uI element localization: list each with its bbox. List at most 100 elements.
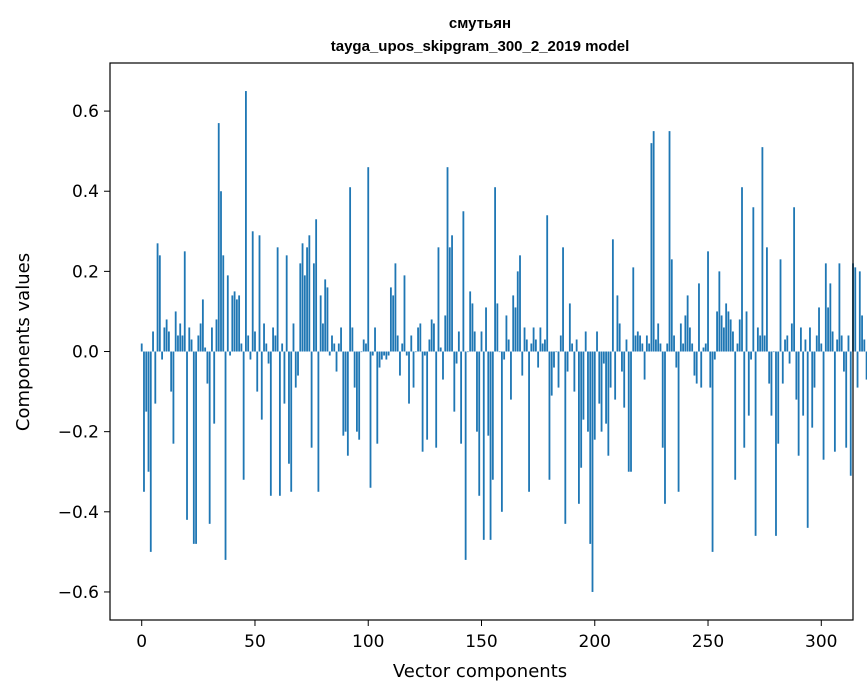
bar-282: [779, 259, 782, 352]
x-tick-label: 150: [465, 632, 497, 652]
bar-46: [245, 91, 247, 352]
bar-302: [824, 263, 827, 352]
bar-175: [537, 351, 540, 368]
bar-225: [650, 143, 653, 352]
bar-94: [353, 351, 356, 388]
bar-155: [491, 351, 494, 480]
bar-306: [833, 351, 836, 452]
bar-318: [861, 315, 863, 352]
bar-132: [439, 347, 442, 352]
bar-146: [471, 303, 474, 352]
bar-160: [503, 351, 506, 360]
bar-53: [260, 351, 263, 420]
bar-319: [863, 339, 866, 352]
bar-242: [688, 327, 691, 352]
bar-5: [152, 331, 154, 352]
bar-298: [815, 335, 818, 352]
bar-116: [403, 275, 406, 352]
bar-217: [632, 267, 635, 352]
bar-171: [528, 351, 530, 492]
bar-164: [512, 295, 515, 352]
bar-198: [589, 351, 592, 544]
bar-256: [720, 315, 723, 352]
bar-139: [455, 351, 458, 364]
bar-34: [217, 123, 220, 352]
bar-0: [140, 343, 143, 352]
y-tick-label: 0.0: [72, 343, 99, 363]
bar-231: [664, 351, 666, 504]
bar-312: [847, 335, 850, 352]
bar-145: [469, 291, 472, 352]
bar-168: [521, 351, 524, 376]
bar-201: [596, 331, 598, 352]
bar-272: [756, 327, 759, 352]
bar-304: [829, 283, 832, 352]
bar-115: [401, 343, 404, 352]
bar-166: [516, 271, 519, 352]
bar-271: [754, 351, 757, 536]
bar-195: [582, 351, 585, 420]
bar-244: [693, 351, 696, 376]
bar-4: [149, 351, 152, 552]
bar-162: [507, 339, 510, 352]
bar-13: [170, 351, 173, 392]
bar-213: [623, 351, 626, 408]
bar-103: [374, 327, 376, 352]
bar-237: [677, 351, 680, 492]
bars-group: [140, 91, 867, 592]
bar-40: [231, 295, 234, 352]
bar-269: [750, 351, 752, 360]
bar-173: [532, 327, 535, 352]
bar-295: [809, 327, 811, 352]
bar-32: [213, 351, 216, 424]
bar-61: [278, 351, 281, 496]
bar-20: [186, 351, 188, 520]
bar-2: [145, 351, 148, 412]
bar-93: [351, 327, 354, 352]
bar-74: [308, 235, 311, 352]
bar-91: [346, 351, 349, 456]
bar-102: [371, 351, 374, 356]
bar-257: [722, 327, 725, 352]
bar-54: [263, 323, 265, 352]
bar-89: [342, 351, 345, 436]
bar-127: [428, 339, 431, 352]
bar-303: [827, 307, 829, 352]
bar-279: [772, 351, 775, 353]
bar-68: [294, 351, 297, 388]
bar-99: [365, 343, 367, 352]
bar-59: [274, 335, 277, 352]
bar-12: [167, 331, 170, 352]
bar-188: [566, 351, 569, 372]
bar-49: [251, 231, 254, 352]
y-axis-ticks: −0.6 −0.4 −0.2 0.0 0.2 0.4 0.6: [58, 102, 110, 603]
bar-190: [571, 343, 574, 352]
bar-147: [473, 331, 476, 352]
bar-67: [292, 323, 295, 352]
bar-293: [804, 339, 807, 352]
y-tick-label: 0.2: [72, 262, 99, 282]
bar-254: [716, 311, 718, 352]
bar-21: [188, 327, 191, 352]
bar-264: [738, 319, 741, 352]
bar-128: [430, 319, 433, 352]
bar-79: [319, 295, 322, 352]
bar-104: [376, 351, 379, 444]
bar-236: [675, 351, 678, 368]
bar-226: [652, 131, 655, 352]
bar-56: [267, 351, 270, 364]
bar-26: [199, 323, 202, 352]
bar-189: [568, 303, 571, 352]
bar-178: [544, 339, 546, 352]
bar-1: [143, 351, 145, 492]
bar-239: [682, 343, 685, 352]
bar-187: [564, 351, 567, 524]
bar-266: [743, 351, 746, 448]
bar-50: [254, 331, 256, 352]
bar-81: [324, 279, 327, 352]
bar-260: [729, 319, 732, 352]
bar-76: [312, 263, 315, 352]
chart-title: смутьян: [449, 15, 511, 32]
bar-230: [661, 351, 664, 448]
